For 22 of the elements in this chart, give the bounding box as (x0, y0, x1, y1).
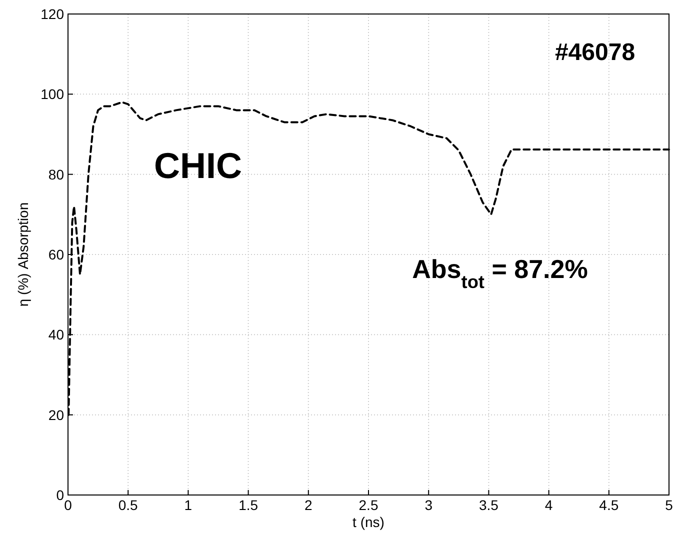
annotation: #46078 (554, 39, 636, 66)
x-tick-label: 4 (544, 497, 553, 513)
y-axis-title: η (%) Absorption (15, 202, 31, 307)
y-tick-label: 0 (56, 487, 64, 503)
x-tick-label: 0.5 (118, 497, 138, 513)
x-tick-label: 3 (424, 497, 433, 513)
y-tick-label: 60 (48, 246, 64, 262)
y-tick-label: 20 (48, 406, 64, 423)
annotation: Abs$_{tot}$ = 87.2% (412, 254, 588, 292)
x-axis-title: t (ns) (352, 514, 384, 530)
x-tick-label: 4.5 (599, 497, 619, 513)
y-tick-label: 120 (40, 6, 64, 22)
y-tick-label: 40 (48, 326, 64, 343)
y-tick-label: 80 (48, 166, 64, 182)
x-tick-label: 2.5 (358, 497, 378, 513)
x-tick-label: 2 (304, 497, 312, 513)
annotation: CHIC (154, 145, 242, 186)
x-tick-label: 5 (665, 497, 674, 513)
x-tick-label: 3.5 (478, 497, 499, 513)
x-tick-label: 1 (184, 497, 192, 513)
x-tick-label: 1.5 (238, 497, 258, 513)
y-tick-label: 100 (40, 86, 64, 102)
